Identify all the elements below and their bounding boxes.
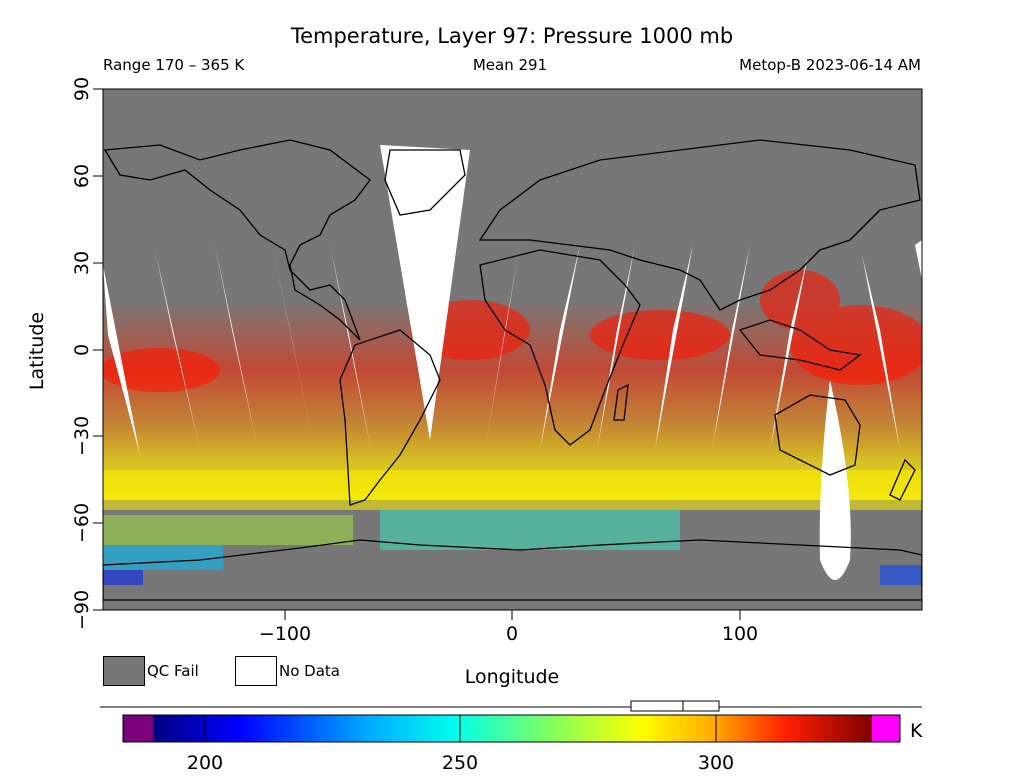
midlat-values: [103, 470, 922, 510]
colorbar-tick-label: 300: [697, 752, 735, 774]
x-tick-label: 100: [722, 623, 758, 645]
colorbar-ticks: [204, 715, 717, 742]
no-data-label: No Data: [279, 662, 340, 680]
colorbar-unit: K: [910, 720, 923, 742]
x-axis-label: Longitude: [464, 666, 560, 688]
range-indicator: [630, 700, 720, 712]
y-axis-label: Latitude: [26, 311, 49, 391]
x-tick-label: 0: [506, 623, 518, 645]
y-tick-label: −30: [71, 416, 93, 456]
range-label: Range 170 – 365 K: [103, 56, 245, 74]
colorbar-tick-label: 200: [186, 752, 224, 774]
y-tick-label: 90: [71, 77, 93, 101]
source-label: Metop-B 2023-06-14 AM: [739, 56, 921, 74]
colorbar-high-end: [872, 715, 900, 742]
data-layer: [103, 139, 922, 601]
x-tick-label: −100: [259, 623, 311, 645]
axis-ticks: [93, 88, 741, 620]
qc-fail-label: QC Fail: [147, 662, 199, 680]
y-tick-label: −60: [71, 503, 93, 543]
colorbar: [153, 715, 872, 742]
mean-label: Mean 291: [472, 56, 548, 74]
y-tick-label: 60: [71, 164, 93, 188]
no-data-swatch: [235, 656, 277, 686]
colorbar-frame: [122, 714, 901, 743]
colorbar-tick-label: 250: [441, 752, 479, 774]
southern-cold: [103, 510, 922, 585]
no-data-swaths: [103, 145, 922, 580]
y-tick-label: −90: [71, 590, 93, 630]
map-title: Temperature, Layer 97: Pressure 1000 mb: [290, 24, 734, 48]
y-tick-label: 30: [71, 251, 93, 275]
y-tick-label: 0: [71, 344, 93, 356]
colorbar-low-end: [123, 715, 153, 742]
qc-fail-swatch: [103, 656, 145, 686]
coastlines: [103, 139, 922, 601]
